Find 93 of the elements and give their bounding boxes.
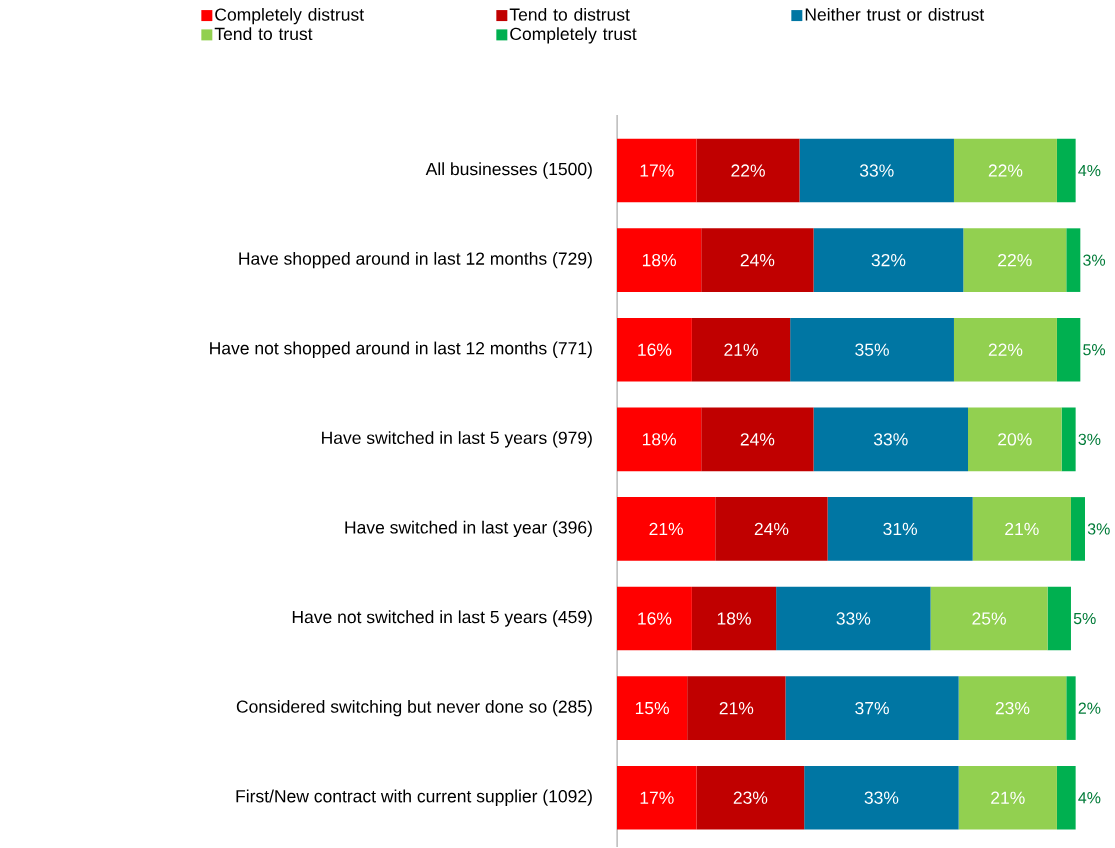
y-tick-label: Have switched in last 5 years (979) xyxy=(322,431,592,448)
data-label: 4% xyxy=(1078,792,1101,804)
data-label: 22% xyxy=(998,254,1032,267)
bar xyxy=(617,766,697,830)
bar xyxy=(785,676,959,741)
bar xyxy=(617,407,702,472)
data-label: 3% xyxy=(1087,523,1110,535)
data-label: 23% xyxy=(733,791,768,805)
legend-label: Completely trust xyxy=(510,27,637,44)
data-label: 24% xyxy=(740,433,775,446)
y-tick-label: All businesses (1500) xyxy=(425,162,592,179)
y-tick-label: First/New contract with current supplier (1092) xyxy=(236,789,592,807)
bar xyxy=(715,497,828,561)
legend-label: Tend to trust xyxy=(214,27,313,41)
bar xyxy=(1056,138,1076,203)
bar xyxy=(701,407,814,472)
data-label: 24% xyxy=(740,254,775,267)
data-label: 24% xyxy=(754,522,789,536)
y-tick-label: Considered switching but never done so (285) xyxy=(236,700,592,717)
data-label: 21% xyxy=(724,343,758,357)
bar xyxy=(701,228,814,293)
data-label: 17% xyxy=(640,164,674,177)
data-label: 21% xyxy=(719,702,754,715)
data-label: 18% xyxy=(642,254,677,267)
data-label: 23% xyxy=(995,702,1030,715)
data-label: 22% xyxy=(731,164,765,177)
bar xyxy=(790,318,954,382)
bar xyxy=(617,586,692,651)
data-label: 33% xyxy=(836,612,871,625)
data-label: 3% xyxy=(1078,433,1101,446)
data-label: 4% xyxy=(1078,165,1101,177)
y-tick-label: Have switched in last year (396) xyxy=(345,520,592,538)
data-label: 17% xyxy=(640,791,674,805)
data-label: 21% xyxy=(991,791,1025,805)
data-label: 15% xyxy=(635,702,669,715)
data-label: 22% xyxy=(988,343,1023,357)
bar xyxy=(958,676,1067,741)
bar xyxy=(617,676,688,741)
bar xyxy=(958,766,1057,830)
data-label: 33% xyxy=(864,791,899,805)
legend-label: Completely distrust xyxy=(215,8,364,25)
data-label: 18% xyxy=(717,612,751,625)
bar xyxy=(972,497,1071,561)
data-label: 32% xyxy=(871,254,906,267)
data-label: 16% xyxy=(638,612,672,625)
bar xyxy=(687,676,786,741)
data-label: 16% xyxy=(638,343,672,357)
bar xyxy=(691,586,777,651)
data-label: 33% xyxy=(873,433,908,446)
bar xyxy=(617,138,697,203)
bar xyxy=(968,407,1062,472)
data-label: 21% xyxy=(649,522,684,536)
bar xyxy=(953,318,1057,382)
data-label: 3% xyxy=(1083,254,1106,266)
y-tick-label: Have shopped around in last 12 months (729) xyxy=(239,252,592,269)
bar xyxy=(1070,497,1086,561)
bar xyxy=(930,586,1048,651)
data-label: 31% xyxy=(883,522,918,536)
legend-label: Neither trust or distrust xyxy=(805,8,985,21)
bar xyxy=(776,586,931,651)
bar xyxy=(696,766,805,830)
bar xyxy=(617,497,716,561)
bar xyxy=(804,766,959,830)
bar xyxy=(691,318,791,382)
y-tick-label: Have not switched in last 5 years (459) xyxy=(292,610,592,627)
bar xyxy=(1056,318,1081,382)
bar xyxy=(617,228,702,293)
data-label: 25% xyxy=(972,612,1006,625)
data-label: 5% xyxy=(1083,344,1106,356)
bar xyxy=(813,407,968,472)
bar xyxy=(617,318,692,382)
bar xyxy=(1066,228,1081,293)
legend-label: Tend to distrust xyxy=(509,8,630,21)
data-label: 2% xyxy=(1078,702,1101,714)
bar xyxy=(1056,766,1076,830)
y-tick-label: Have not shopped around in last 12 months (771) xyxy=(210,341,592,359)
bar xyxy=(1066,676,1076,741)
bar xyxy=(963,228,1067,293)
data-label: 35% xyxy=(855,343,889,357)
bar xyxy=(1061,407,1076,472)
data-label: 22% xyxy=(988,164,1023,177)
data-label: 33% xyxy=(859,164,894,177)
data-label: 18% xyxy=(642,433,677,446)
bar xyxy=(696,138,800,203)
data-label: 21% xyxy=(1005,522,1039,536)
data-label: 37% xyxy=(855,702,889,715)
bar xyxy=(827,497,973,561)
bar xyxy=(1047,586,1071,651)
bar xyxy=(813,228,964,293)
bar xyxy=(799,138,954,203)
data-label: 5% xyxy=(1073,613,1096,625)
bar xyxy=(953,138,1057,203)
data-label: 20% xyxy=(998,433,1032,446)
